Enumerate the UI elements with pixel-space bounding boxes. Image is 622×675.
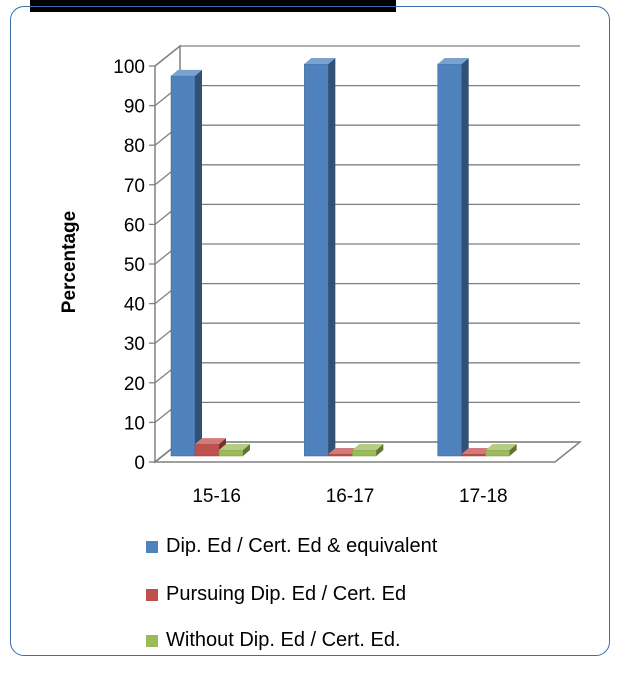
bars <box>170 57 517 457</box>
y-tick-label: 90 <box>124 97 145 118</box>
y-tick-label: 30 <box>124 334 145 355</box>
y-axis-label: Percentage <box>59 211 80 313</box>
y-tick-label: 50 <box>124 255 145 276</box>
bar-3-16-17 <box>352 444 384 457</box>
chart-frame <box>10 6 610 656</box>
bar-1-16-17 <box>304 57 336 457</box>
x-axis-ticks: 15-16 16-17 17-18 <box>192 486 507 507</box>
chart-walls <box>152 44 583 464</box>
legend-item-3: Without Dip. Ed / Cert. Ed. <box>146 629 401 652</box>
gridlines <box>149 45 580 463</box>
y-tick-label: 100 <box>113 57 145 78</box>
x-tick-label: 17-18 <box>459 486 508 507</box>
legend-swatch-2 <box>146 588 158 601</box>
bar-1-15-16 <box>170 69 202 457</box>
y-tick-label: 60 <box>124 215 145 236</box>
legend-label-2: Pursuing Dip. Ed / Cert. Ed <box>166 583 407 605</box>
x-tick-label: 15-16 <box>192 486 241 507</box>
y-tick-label: 10 <box>124 413 145 434</box>
legend-item-1: Dip. Ed / Cert. Ed & equivalent <box>146 535 437 558</box>
bar-3-15-16 <box>218 444 250 457</box>
bar-3-17-18 <box>485 444 517 457</box>
side-gridline <box>154 45 181 67</box>
x-tick-label: 16-17 <box>326 486 375 507</box>
legend-swatch-3 <box>146 634 158 647</box>
y-tick-label: 0 <box>134 453 145 474</box>
y-axis-ticks: 0 10 20 30 40 50 60 70 80 90 100 <box>113 57 145 474</box>
bar-1-17-18 <box>437 57 469 457</box>
legend-swatch-1 <box>146 540 158 553</box>
y-tick-label: 70 <box>124 176 145 197</box>
legend-label-1: Dip. Ed / Cert. Ed & equivalent <box>166 535 438 557</box>
legend-label-3: Without Dip. Ed / Cert. Ed. <box>166 629 401 651</box>
y-tick-label: 80 <box>124 136 145 157</box>
legend-item-2: Pursuing Dip. Ed / Cert. Ed <box>146 583 406 606</box>
y-tick-label: 20 <box>124 374 145 395</box>
y-tick-label: 40 <box>124 295 145 316</box>
